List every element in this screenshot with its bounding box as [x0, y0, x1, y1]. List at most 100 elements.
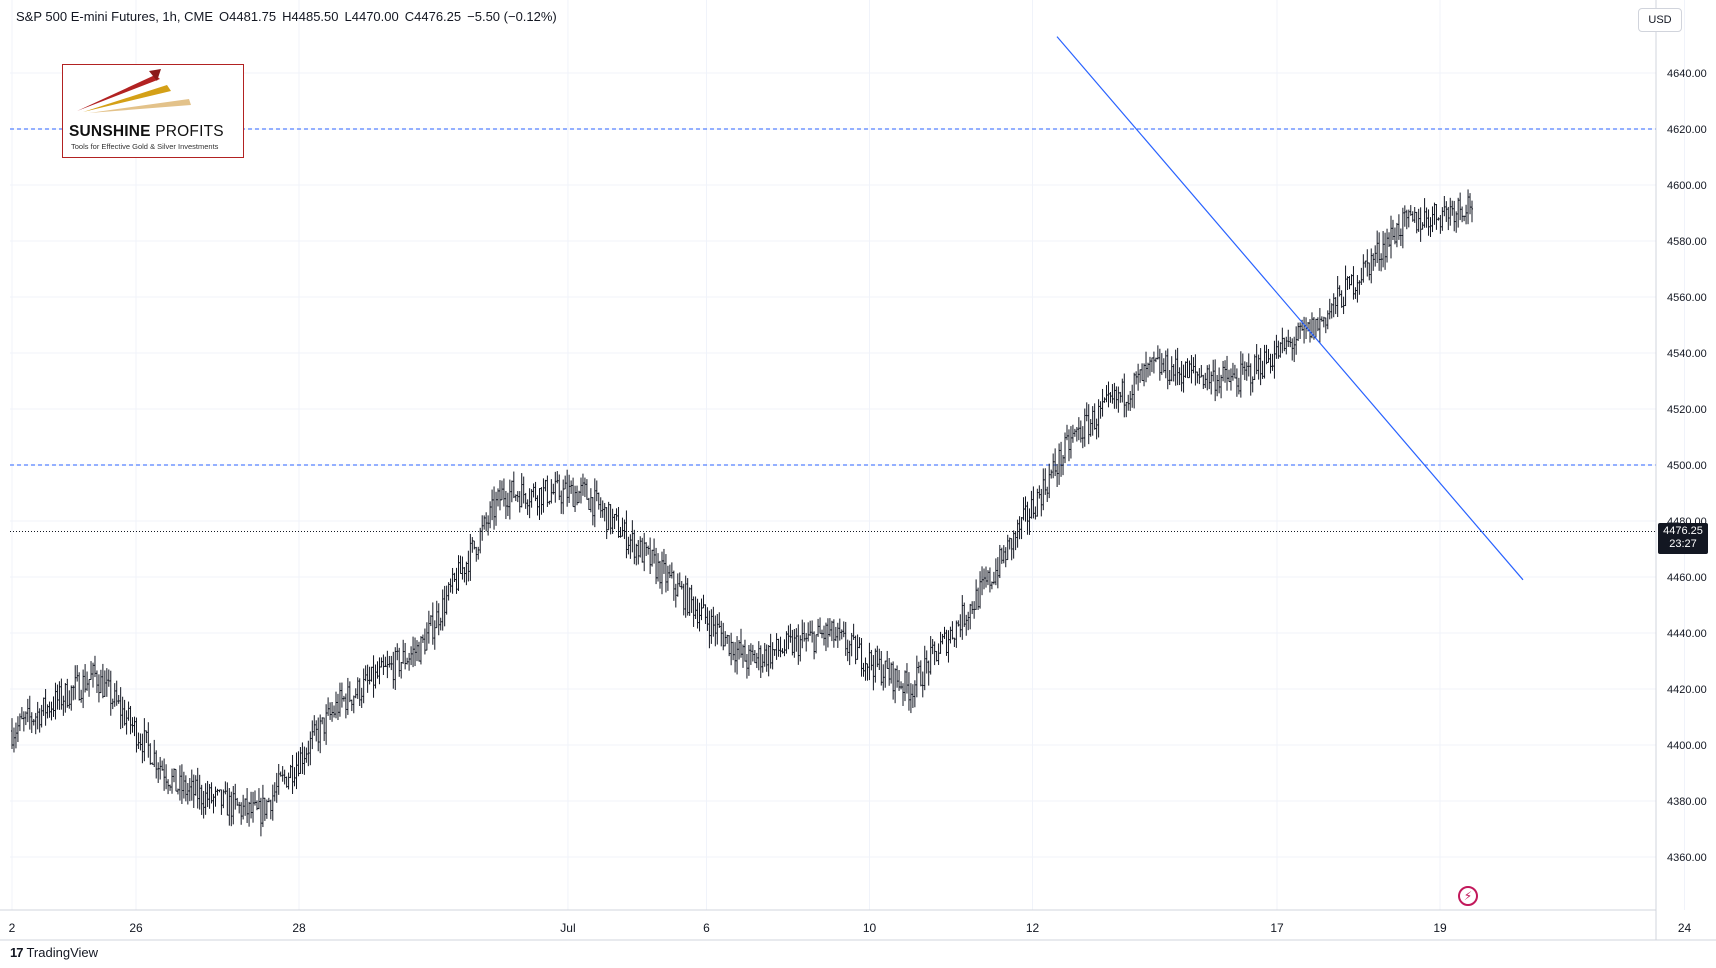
candle — [1038, 485, 1041, 499]
candle — [882, 664, 885, 691]
support-resistance-lines[interactable] — [10, 128, 1656, 532]
candle — [1403, 205, 1406, 227]
candle — [437, 603, 440, 636]
x-tick-label: 26 — [129, 921, 143, 935]
candle — [1413, 207, 1416, 223]
candle — [208, 784, 211, 809]
symbol-name[interactable]: S&P 500 E-mini Futures, 1h, CME — [16, 9, 214, 24]
candle — [279, 771, 282, 777]
candle — [32, 718, 35, 726]
candle — [625, 510, 628, 559]
candle — [1303, 316, 1306, 344]
candle — [773, 649, 776, 656]
candle — [900, 681, 903, 690]
candle — [637, 540, 640, 565]
candle — [95, 670, 98, 694]
candle — [20, 707, 23, 720]
candle — [301, 742, 304, 775]
candle — [161, 760, 164, 771]
candle — [712, 606, 715, 637]
candle — [1237, 377, 1240, 395]
candle — [18, 713, 21, 732]
candle — [538, 488, 541, 520]
candle — [672, 570, 675, 601]
candle — [678, 572, 681, 588]
candle — [384, 656, 387, 668]
candle — [246, 788, 249, 824]
candle — [1006, 534, 1009, 561]
candle — [894, 668, 897, 704]
candle — [905, 663, 908, 694]
candle — [832, 619, 835, 648]
candle — [453, 572, 456, 582]
candle — [212, 793, 215, 814]
ohlc-open: O4481.75 — [219, 9, 277, 24]
candle — [1119, 391, 1122, 403]
candle — [419, 636, 422, 665]
candle — [957, 620, 960, 627]
candle — [1224, 360, 1227, 383]
candle — [971, 601, 974, 615]
candle — [674, 583, 677, 608]
currency-button[interactable]: USD — [1638, 8, 1682, 32]
candle — [1469, 193, 1472, 215]
candle — [228, 788, 231, 826]
candle — [11, 718, 13, 750]
candle — [311, 720, 314, 750]
candle — [544, 479, 547, 492]
candle — [1277, 340, 1280, 359]
candle — [1366, 249, 1369, 277]
candle — [117, 694, 120, 704]
candle — [698, 602, 701, 632]
candle — [427, 610, 430, 644]
candle — [1336, 275, 1339, 318]
candle — [1212, 359, 1215, 382]
candle — [860, 638, 863, 677]
lightning-icon[interactable]: ⚡ — [1458, 886, 1478, 906]
trendline-layer[interactable] — [1056, 36, 1524, 581]
candle — [1245, 362, 1248, 381]
candle — [216, 788, 219, 796]
candle — [718, 612, 721, 628]
candle — [562, 479, 565, 515]
candle — [1251, 376, 1254, 393]
candle — [374, 664, 377, 689]
candle — [93, 655, 96, 678]
candle — [54, 682, 57, 720]
candle — [473, 540, 476, 550]
candle — [570, 480, 573, 494]
x-tick-label: Jul — [560, 921, 575, 935]
tradingview-brand[interactable]: 17 TradingView — [10, 945, 98, 960]
candle — [257, 788, 260, 810]
candle — [1352, 266, 1355, 300]
candle — [732, 641, 735, 661]
candle — [819, 617, 822, 634]
candle — [1229, 368, 1232, 391]
candle — [1050, 469, 1053, 479]
candle — [362, 668, 365, 704]
candle — [129, 705, 132, 735]
candle — [880, 650, 883, 686]
candle — [822, 625, 825, 646]
candle — [1364, 260, 1367, 268]
candle — [1415, 211, 1418, 234]
candle — [1127, 394, 1130, 411]
candle — [1044, 468, 1047, 495]
candle — [72, 685, 75, 701]
ohlc-close: C4476.25 — [404, 9, 462, 24]
candle — [836, 622, 839, 648]
candle — [194, 775, 197, 796]
candle — [1449, 197, 1452, 226]
candle — [250, 791, 253, 819]
last-price-label: 4476.25 23:27 — [1658, 523, 1708, 554]
candle — [1062, 455, 1065, 476]
candle — [998, 544, 1001, 579]
candle — [546, 475, 549, 507]
tradingview-logo-icon: 17 — [10, 945, 24, 960]
candle — [42, 697, 45, 716]
candle — [410, 646, 413, 666]
candle — [382, 654, 385, 676]
candle — [1395, 222, 1398, 248]
candle — [423, 628, 426, 655]
